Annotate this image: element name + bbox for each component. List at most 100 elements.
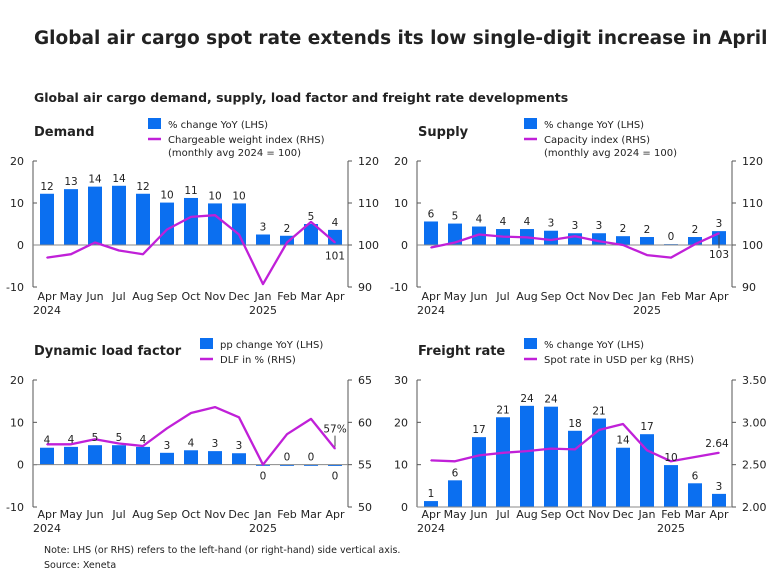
x-tick-label: Mar — [685, 508, 706, 521]
line-point — [670, 256, 672, 259]
bar-label: 0 — [668, 231, 675, 243]
x-tick-label: Jun — [469, 508, 487, 521]
bar-label: 24 — [544, 394, 558, 406]
left-tick-label: 10 — [394, 459, 408, 472]
bar-label: 4 — [476, 214, 483, 226]
bar — [112, 445, 126, 465]
bar-label: 18 — [568, 418, 581, 430]
x-tick-label: Sep — [157, 290, 178, 303]
bar-label: 10 — [160, 190, 173, 202]
bar-label: 4 — [44, 435, 51, 447]
bar-label: 2 — [620, 223, 627, 235]
legend-line-label: Capacity index (RHS) — [544, 135, 650, 146]
bar — [424, 501, 438, 507]
bar — [280, 464, 294, 466]
x-tick-label: Jun — [85, 290, 103, 303]
line-point — [550, 447, 552, 450]
year-label: 2024 — [33, 522, 61, 535]
bar-label: 10 — [208, 190, 221, 202]
x-tick-label: Jun — [85, 508, 103, 521]
year-label: 2025 — [249, 304, 277, 317]
year-label: 2024 — [417, 522, 445, 535]
bar-label: 0 — [308, 452, 315, 464]
bar — [664, 465, 678, 507]
bar-label: 2 — [284, 223, 291, 235]
bar-label: 2 — [644, 224, 651, 236]
x-tick-label: Jan — [254, 290, 272, 303]
line-point — [526, 450, 528, 452]
x-tick-label: May — [60, 508, 83, 521]
right-tick-label: 55 — [358, 459, 372, 472]
bar-label: 3 — [260, 222, 267, 234]
right-tick-label: 65 — [358, 374, 372, 387]
bar-label: 3 — [596, 220, 603, 232]
bar-label: 4 — [524, 216, 531, 228]
left-tick-label: 20 — [394, 155, 408, 168]
x-tick-label: Nov — [204, 290, 226, 303]
line-point — [502, 235, 504, 238]
x-tick-label: Aug — [516, 290, 537, 303]
x-tick-label: Apr — [325, 508, 345, 521]
bar — [640, 237, 654, 245]
bar-label: 0 — [332, 471, 339, 483]
bar-label: 21 — [592, 406, 605, 418]
x-tick-label: Mar — [685, 290, 706, 303]
right-tick-label: 3.00 — [742, 416, 767, 429]
subtitle: Global air cargo demand, supply, load fa… — [34, 90, 568, 105]
bar — [232, 203, 246, 245]
line-point — [598, 240, 600, 243]
bar-label: 0 — [284, 452, 291, 464]
x-tick-label: Jun — [469, 290, 487, 303]
line-point — [574, 235, 576, 237]
x-tick-label: Sep — [157, 508, 178, 521]
x-tick-label: May — [444, 508, 467, 521]
line-end-label: 57% — [323, 424, 346, 436]
x-tick-label: Mar — [301, 508, 322, 521]
line-end-label: 101 — [325, 250, 345, 262]
bar-label: 1 — [428, 488, 435, 500]
bar-label: 3 — [212, 438, 219, 450]
right-tick-label: 3.50 — [742, 374, 767, 387]
bar-label: 6 — [692, 470, 699, 482]
line-point — [262, 463, 264, 466]
line-point — [646, 449, 648, 452]
left-tick-label: 20 — [10, 155, 24, 168]
x-tick-label: Apr — [421, 290, 441, 303]
x-tick-label: Aug — [132, 290, 153, 303]
line-point — [622, 244, 624, 246]
bar — [496, 417, 510, 507]
legend-bar-label: % change YoY (LHS) — [544, 340, 644, 351]
bar-label: 5 — [308, 211, 315, 223]
right-tick-label: 50 — [358, 501, 372, 514]
bar — [520, 405, 534, 507]
right-tick-label: 100 — [358, 239, 379, 252]
x-tick-label: Apr — [709, 508, 729, 521]
left-tick-label: 0 — [17, 459, 24, 472]
x-tick-label: Jul — [495, 290, 509, 303]
chart-freight-rate: Freight rate % change YoY (LHS) Spot rate … — [394, 338, 767, 535]
bar-label: 4 — [188, 437, 195, 449]
x-tick-label: Sep — [541, 508, 562, 521]
chart-supply: Supply % change YoY (LHS) Capacity index (… — [390, 118, 763, 317]
right-tick-label: 120 — [358, 155, 379, 168]
line-point — [190, 216, 192, 218]
x-tick-label: Feb — [277, 508, 296, 521]
bar-label: 3 — [716, 218, 723, 230]
bar-label: 5 — [452, 211, 459, 223]
bar-label: 14 — [88, 174, 102, 186]
bar-label: 4 — [500, 216, 507, 228]
right-tick-label: 90 — [358, 281, 372, 294]
bar — [184, 197, 198, 245]
line-point — [454, 460, 456, 463]
x-tick-label: Jan — [638, 508, 656, 521]
bar — [448, 223, 462, 245]
line-point — [550, 239, 552, 241]
line-point — [286, 241, 288, 244]
year-label: 2024 — [33, 304, 61, 317]
right-tick-label: 90 — [742, 281, 756, 294]
line-point — [166, 427, 168, 430]
line-point — [430, 459, 432, 462]
x-tick-label: Feb — [661, 290, 680, 303]
left-tick-label: 30 — [394, 374, 408, 387]
